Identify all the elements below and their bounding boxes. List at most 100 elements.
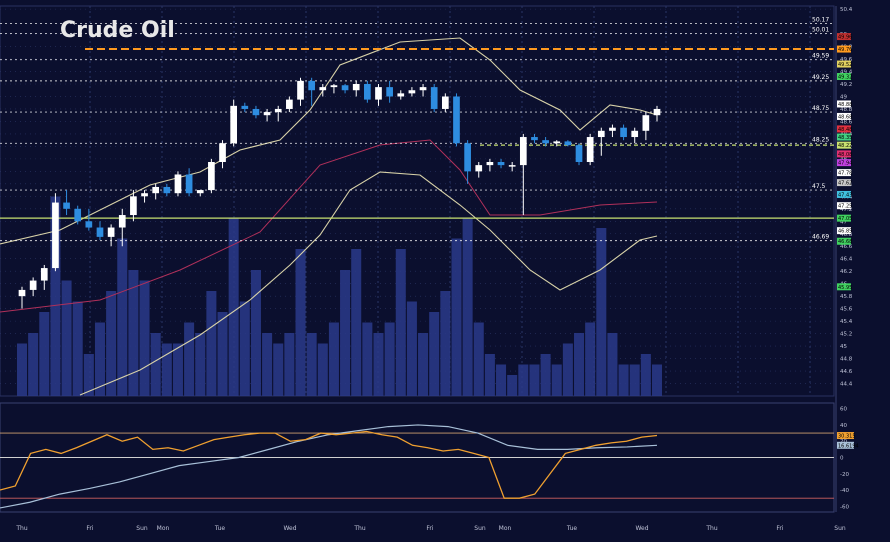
price-tick-label: 44.8 [840, 357, 853, 363]
candle-body [620, 127, 627, 138]
price-tick-label: 49.4 [840, 70, 853, 76]
candle-body [208, 162, 215, 191]
upper-band-line [0, 37, 658, 245]
volume-bar [139, 280, 150, 396]
volume-bar [518, 364, 529, 396]
price-badge-label: 47.94 [838, 161, 852, 167]
price-badge-label: 47.62 [838, 181, 852, 187]
oscillator-tick-label: 0 [840, 456, 844, 462]
volume-bar [28, 333, 39, 396]
volume-bar [473, 322, 484, 396]
candle-body [330, 85, 338, 88]
candle-body [464, 143, 471, 172]
oscillator-tick-label: 40 [840, 423, 847, 429]
level-label: 50.01 [812, 26, 829, 33]
level-label: 50.17 [812, 16, 829, 23]
volume-bar [618, 364, 629, 396]
candle-body [430, 87, 438, 109]
volume-bar [117, 238, 128, 396]
price-badge-label: 46.68 [838, 239, 852, 245]
price-panel-frame [0, 5, 835, 397]
volume-bar [651, 364, 663, 396]
price-tick-label: 44.6 [840, 369, 853, 375]
volume-bar [39, 312, 50, 396]
level-label: 48.75 [812, 105, 829, 112]
candle-body [219, 143, 226, 162]
oscillator-badge [837, 441, 854, 449]
volume-bar [451, 238, 462, 396]
candle-body [364, 84, 371, 100]
price-badge-label: 48.35 [838, 135, 852, 141]
price-tick-label: 46.8 [840, 232, 853, 238]
candle-body [597, 130, 605, 138]
candle-body [107, 227, 115, 237]
volume-bar [206, 291, 217, 396]
oscillator-badge-label: 30.315 [838, 434, 856, 440]
oscillator-fast-line [0, 430, 658, 499]
volume-bar [351, 249, 362, 396]
volume-bar [128, 270, 139, 396]
price-badge-label: 47.78 [838, 171, 852, 177]
volume-bar [50, 196, 61, 396]
candle-body [85, 221, 93, 228]
volume-bar [161, 343, 172, 396]
volume-bar [306, 333, 317, 396]
volume-bar [61, 280, 72, 396]
price-badge-label: 48.88 [838, 102, 852, 108]
candle-body [609, 127, 616, 131]
price-tick-label: 49.2 [840, 82, 852, 88]
price-badge-label: 48.68 [838, 114, 852, 120]
price-badge [837, 283, 851, 291]
volume-bar [540, 354, 551, 396]
volume-bar [239, 301, 250, 396]
candle-body [586, 137, 594, 162]
price-badge [837, 33, 851, 41]
candle-body [653, 108, 661, 116]
day-label: Thu [15, 525, 27, 532]
volume-bar [362, 322, 373, 396]
price-badge-label: 48.48 [838, 127, 852, 133]
day-label: Wed [283, 525, 296, 532]
volume-bar [429, 312, 440, 396]
volume-bar [284, 333, 295, 396]
volume-bar [640, 354, 651, 396]
price-tick-label: 47 [840, 219, 847, 225]
price-badge [837, 125, 851, 133]
volume-bar [484, 354, 495, 396]
volume-bar [562, 343, 573, 396]
price-badge-label: 49.76 [838, 47, 852, 53]
candle-body [174, 174, 182, 194]
volume-bar [228, 217, 239, 396]
level-label: 47.5 [812, 183, 826, 190]
volume-bar [340, 270, 351, 396]
volume-bar [373, 333, 384, 396]
volume-bar [440, 291, 451, 396]
volume-bar [295, 249, 306, 396]
candle-body [29, 280, 37, 290]
candle-body [441, 96, 449, 109]
price-tick-label: 44.4 [840, 382, 853, 388]
candle-body [96, 227, 104, 237]
oscillator-badge-label: 16.6194 [838, 443, 859, 449]
price-tick-label: 45.6 [840, 307, 853, 313]
level-label: 49.25 [812, 74, 829, 81]
price-badge [837, 60, 851, 68]
oscillator-slow-line [0, 424, 658, 509]
candle-body [508, 165, 516, 167]
level-label: 48.25 [812, 136, 829, 143]
volume-bar [273, 343, 284, 396]
candle-body [319, 87, 327, 91]
volume-bar [507, 375, 518, 396]
candle-body [475, 165, 483, 172]
price-badge-label: 49.32 [838, 75, 852, 81]
candle-body [52, 202, 59, 269]
day-label: Sun [474, 525, 486, 532]
volume-bar [16, 343, 28, 396]
price-badge-label: 46.85 [838, 229, 852, 235]
volume-bar [150, 333, 161, 396]
price-badge-label: 49.52 [838, 62, 852, 68]
price-badge-label: 47.25 [838, 204, 852, 210]
price-badge [837, 112, 851, 120]
